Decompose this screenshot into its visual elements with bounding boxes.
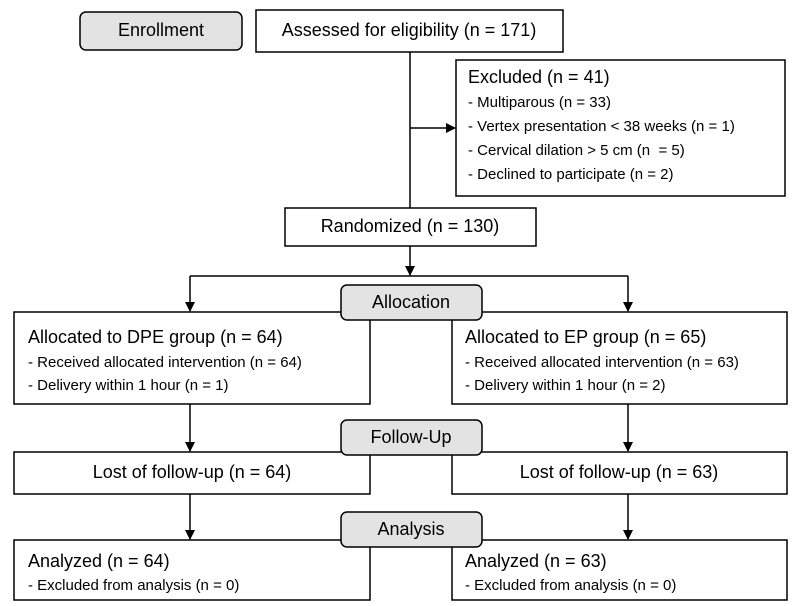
stage-box [340, 511, 483, 548]
excluded-item: - Multiparous (n = 33) [468, 94, 611, 111]
stage-label: Follow-Up [370, 427, 451, 447]
stage-label: Analysis [377, 519, 444, 539]
stage-box [79, 11, 243, 51]
allocated-box [13, 311, 371, 405]
stage-label: Allocation [372, 292, 450, 312]
follow-up-box [13, 451, 371, 495]
connectors [185, 52, 633, 540]
allocated-item: - Received allocated intervention (n = 6… [28, 354, 302, 371]
randomized-label: Randomized (n = 130) [321, 216, 500, 236]
assessed-box [255, 9, 564, 53]
analyzed-box [451, 539, 788, 601]
excluded-item: - Declined to participate (n = 2) [468, 166, 674, 183]
analyzed-box [13, 539, 371, 601]
stage-label: Enrollment [118, 20, 204, 40]
follow-up-label: Lost of follow-up (n = 64) [93, 462, 292, 482]
analyzed-item: - Excluded from analysis (n = 0) [28, 577, 239, 594]
analyzed-title: Analyzed (n = 63) [465, 551, 607, 571]
stage-box [340, 284, 483, 321]
excluded-item: - Vertex presentation < 38 weeks (n = 1) [468, 118, 735, 135]
analyzed-item: - Excluded from analysis (n = 0) [465, 577, 676, 594]
allocated-title: Allocated to EP group (n = 65) [465, 327, 706, 347]
allocated-title: Allocated to DPE group (n = 64) [28, 327, 283, 347]
excluded-box [455, 59, 786, 197]
allocated-item: - Received allocated intervention (n = 6… [465, 354, 739, 371]
allocated-box [451, 311, 788, 405]
follow-up-label: Lost of follow-up (n = 63) [520, 462, 719, 482]
allocated-item: - Delivery within 1 hour (n = 2) [465, 377, 666, 394]
excluded-item: - Cervical dilation > 5 cm (n = 5) [468, 142, 685, 159]
follow-up-box [451, 451, 788, 495]
randomized-box [284, 207, 537, 247]
allocated-item: - Delivery within 1 hour (n = 1) [28, 377, 229, 394]
analyzed-title: Analyzed (n = 64) [28, 551, 170, 571]
stage-box [340, 419, 483, 456]
assessed-label: Assessed for eligibility (n = 171) [282, 20, 537, 40]
excluded-title: Excluded (n = 41) [468, 67, 610, 87]
